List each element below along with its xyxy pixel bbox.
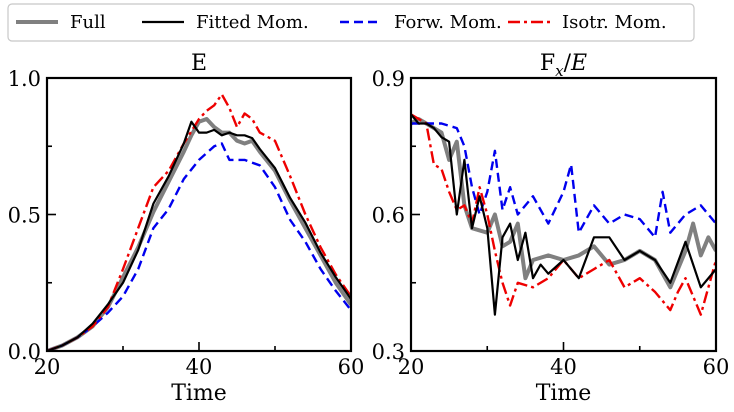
chart-flux-ratio: 20 40 60 0.3 0.6 0.9 Time Fx/E <box>372 51 730 406</box>
y-tick-label: 1.0 <box>8 67 41 91</box>
y-tick-label: 0.5 <box>8 204 41 228</box>
legend-label-fitted-mom: Fitted Mom. <box>196 12 309 33</box>
y-tick-label: 0.9 <box>372 67 405 91</box>
chart-title: Fx/E <box>540 51 587 80</box>
legend-frame <box>7 3 695 42</box>
series-line-fitted-mom <box>411 113 716 316</box>
x-axis-label: Time <box>536 381 592 406</box>
series-line-fitted-mom <box>47 120 351 351</box>
series-line-forw-mom <box>411 122 716 239</box>
series-line-isotr-mom <box>411 113 716 316</box>
chart-energy: 20 40 60 0.0 0.5 1.0 Time E <box>8 51 365 406</box>
legend-label-full: Full <box>70 12 106 33</box>
series-line-isotr-mom <box>47 93 351 351</box>
legend-label-forw-mom: Forw. Mom. <box>394 12 502 33</box>
y-tick-label: 0.6 <box>372 204 405 228</box>
x-tick-label: 60 <box>703 355 730 379</box>
x-tick-label: 40 <box>550 355 577 379</box>
x-axis-label: Time <box>171 381 227 406</box>
y-tick-label: 0.0 <box>8 340 41 364</box>
chart-title: E <box>191 51 207 76</box>
series-line-full <box>411 117 716 290</box>
x-tick-label: 20 <box>398 355 425 379</box>
legend: Full Fitted Mom. Forw. Mom. Isotr. Mom. <box>7 3 695 42</box>
x-tick-label: 40 <box>186 355 213 379</box>
series-line-forw-mom <box>47 142 351 351</box>
y-tick-label: 0.3 <box>372 340 405 364</box>
x-tick-label: 60 <box>338 355 365 379</box>
x-tick-label: 20 <box>34 355 61 379</box>
series-line-full <box>47 117 351 351</box>
legend-label-isotr-mom: Isotr. Mom. <box>562 12 667 33</box>
